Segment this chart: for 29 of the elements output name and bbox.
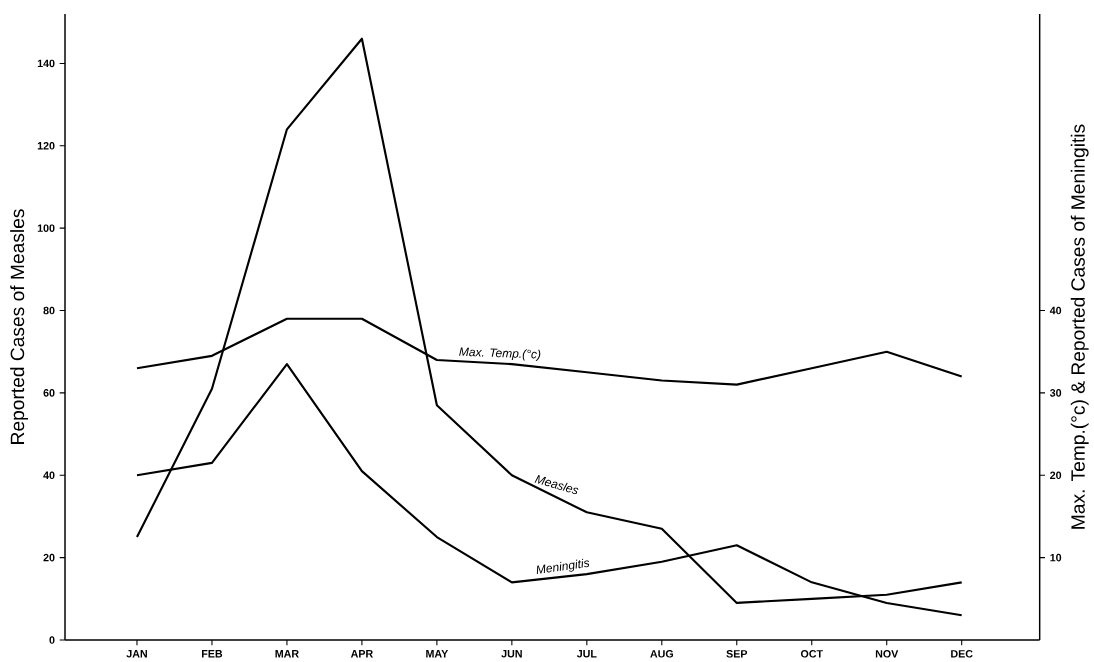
y2-axis-title: Max. Temp.(°c) & Reported Cases of Meningitis [1070,124,1089,529]
x-tick-label: JUL [576,650,597,658]
x-tick-label: MAR [275,650,299,658]
x-tick-label: JAN [126,650,147,658]
y-tick-label: 140 [37,59,55,68]
x-tick-label: OCT [800,650,823,658]
y2-tick-label: 10 [1050,553,1062,562]
y2-tick-label: 30 [1049,389,1062,397]
y2-tick-label: 40 [1049,306,1062,315]
y-tick-label: 100 [37,224,55,232]
y-tick-label: 0 [49,636,55,644]
y-tick-label: 120 [37,142,55,150]
y-tick-label: 40 [43,471,55,480]
x-tick-label: NOV [875,650,899,658]
y-tick-label: 60 [43,389,55,397]
y-tick-label: 20 [43,553,55,562]
series-label: Max. Temp.(°c) [459,347,541,361]
x-tick-label: DEC [951,650,973,658]
x-tick-label: AUG [650,650,673,658]
x-tick-label: SEP [726,650,748,658]
x-tick-label: JUN [501,650,522,658]
text: Meningitis [536,558,590,575]
x-tick-label: FEB [202,650,223,658]
y-axis-title: Reported Cases of Measles [10,209,29,444]
y-tick-label: 80 [43,306,55,315]
y2-tick-label: 20 [1050,471,1062,480]
x-tick-label: APR [350,650,373,658]
text: Measles [534,475,579,495]
x-tick-label: MAY [426,650,449,658]
